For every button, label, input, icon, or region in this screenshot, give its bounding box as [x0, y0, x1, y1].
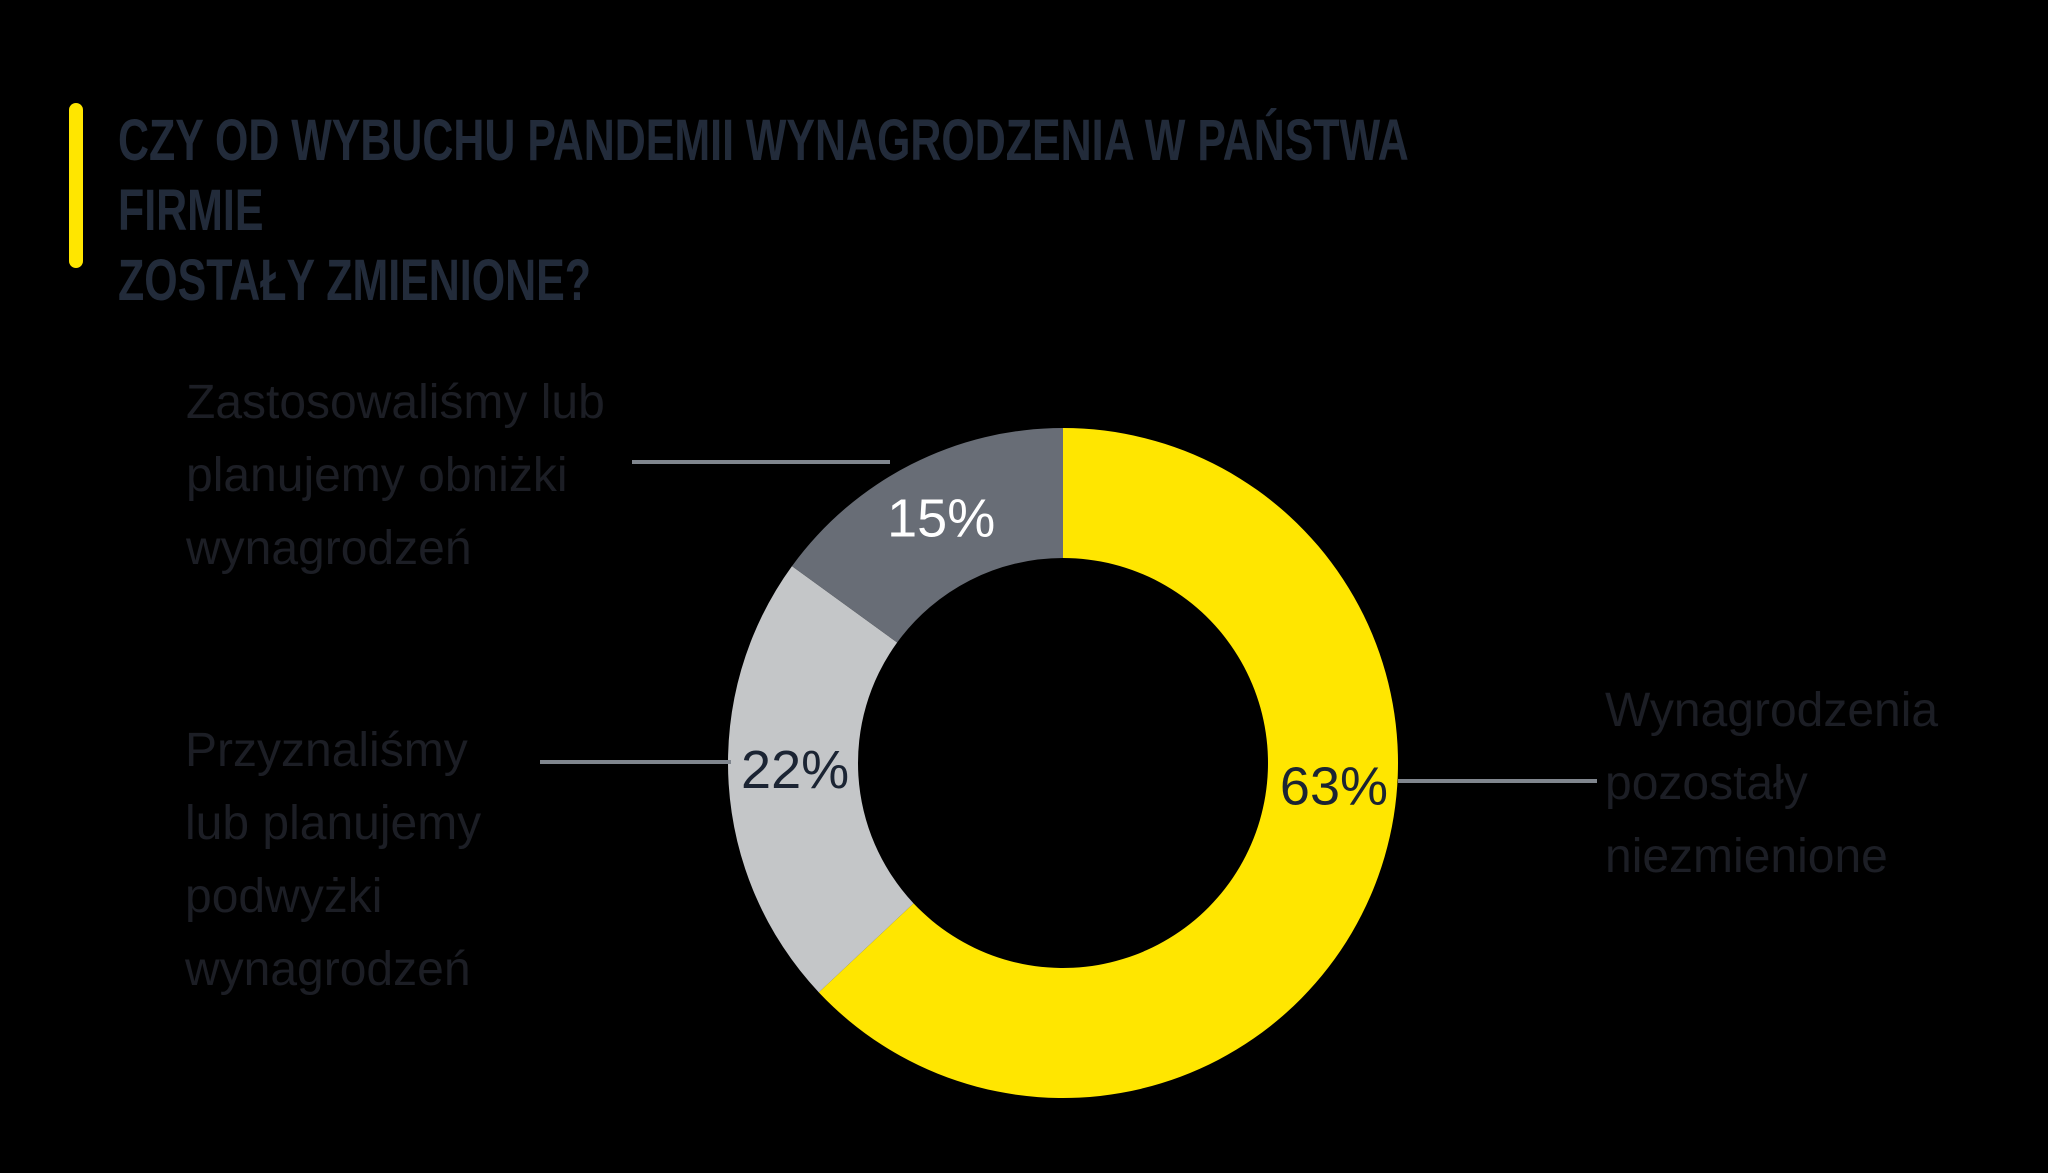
segment-value-label-0: 63% [1280, 757, 1388, 817]
title-accent-bar [69, 103, 83, 268]
segment-label-niezmienione: Wynagrodzenia pozostały niezmienione [1605, 684, 1939, 883]
segment-label-podwyzki: Przyznaliśmy lub planujemy podwyżki wyna… [185, 724, 482, 996]
donut-segment-1 [727, 566, 914, 993]
chart-title: CZY OD WYBUCHU PANDEMII WYNAGRODZENIA W … [118, 108, 1408, 313]
donut-segment-0 [818, 428, 1398, 1098]
segment-label-obnizki: Zastosowaliśmy lub planujemy obniżki wyn… [186, 376, 605, 575]
segment-value-label-1: 22% [741, 740, 849, 800]
donut-segment-2 [791, 428, 1063, 643]
segment-value-label-2: 15% [887, 489, 995, 549]
